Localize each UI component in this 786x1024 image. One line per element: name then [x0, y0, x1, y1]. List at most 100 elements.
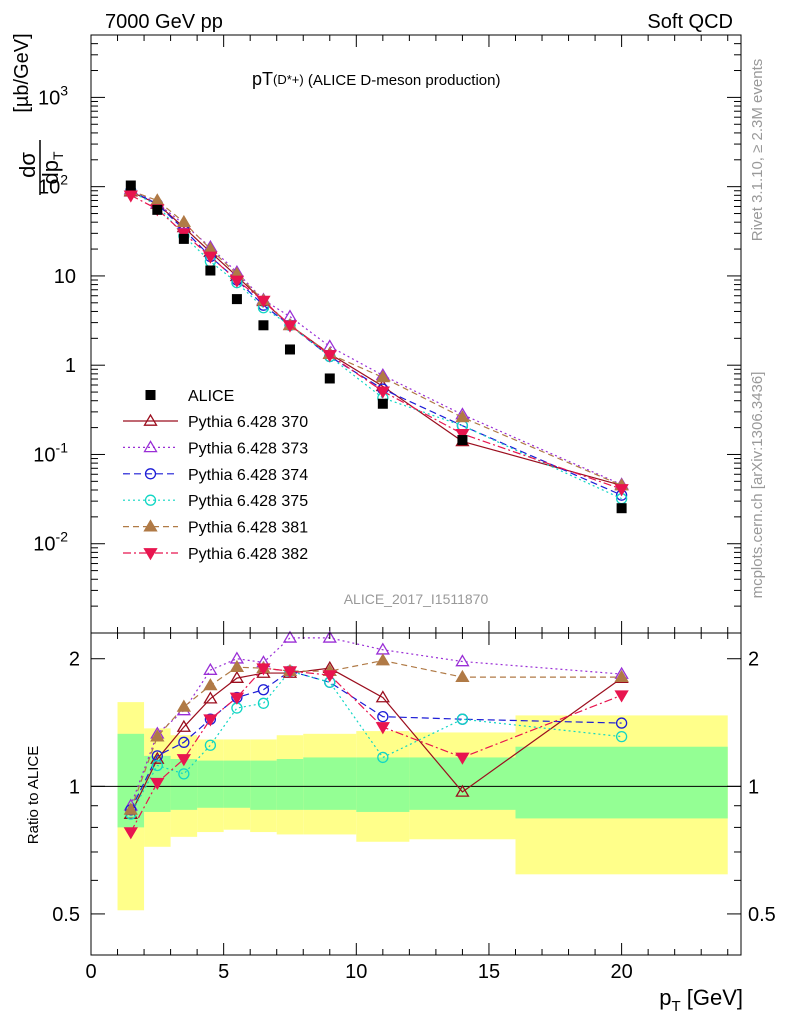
mc-point: [150, 777, 165, 790]
band-inner: [170, 759, 198, 810]
mc-point: [203, 691, 218, 704]
mc-point: [150, 751, 165, 764]
mc-point: [178, 768, 190, 780]
y-tick-label: 10: [54, 266, 76, 288]
mc-point: [256, 295, 271, 308]
uncertainty-bands: [117, 702, 728, 911]
data-point: [258, 320, 269, 331]
mc-point: [143, 519, 158, 532]
legend-label: Pythia 6.428 381: [188, 520, 308, 537]
x-tick-label: 5: [218, 961, 229, 983]
mc-point: [282, 630, 298, 643]
mc-point: [377, 711, 389, 723]
legend-label: ALICE: [188, 388, 234, 405]
rivet-label: Rivet 3.1.10, ≥ 2.3M events: [749, 59, 766, 242]
mc-point: [456, 713, 469, 725]
band-inner: [223, 760, 251, 808]
mc-point: [455, 654, 470, 667]
reference-label: ALICE_2017_I1511870: [344, 591, 489, 607]
mc-point: [178, 736, 190, 748]
data-point: [205, 265, 216, 276]
legend-label: Pythia 6.428 375: [188, 493, 308, 510]
mc-point: [282, 320, 298, 333]
mc-point: [322, 630, 337, 643]
ratio-y-tick-label: 1: [748, 776, 759, 798]
data-point: [284, 344, 295, 355]
mc-point: [375, 653, 390, 666]
mc-point: [455, 410, 470, 423]
plot-title-rest: (ALICE D-meson production): [304, 72, 501, 89]
data-point: [324, 373, 335, 384]
mc-point: [203, 251, 218, 264]
data-point: [377, 398, 388, 409]
y-tick-label: 103: [38, 82, 68, 109]
mc-point: [257, 684, 270, 696]
mc-point: [143, 413, 158, 426]
mc-point: [204, 739, 217, 751]
ratio-axis-ticks: 0 5 10 15 20 0.5 0.5 1 1 2 2: [52, 633, 776, 983]
mc-point: [614, 690, 629, 703]
mc-point: [150, 729, 165, 742]
legend-label: Pythia 6.428 382: [188, 546, 308, 563]
band-inner: [250, 760, 277, 810]
ratio-panel: 0 5 10 15 20 0.5 0.5 1 1 2 2 Ratio to ALICE: [25, 630, 776, 983]
main-series-group: [123, 180, 629, 514]
data-point: [145, 390, 156, 400]
mc-point: [375, 370, 390, 383]
mc-point: [455, 669, 470, 682]
data-point: [457, 435, 468, 446]
mc-point: [375, 386, 390, 399]
ratio-frame: [90, 632, 742, 956]
y-tick-label: 10-2: [33, 529, 68, 556]
ylabel-numerator: dσ: [15, 152, 40, 178]
mc-point: [256, 663, 271, 676]
y-tick-label: 10-1: [33, 439, 68, 466]
mc-point: [229, 670, 245, 683]
x-tick-label: 20: [610, 961, 632, 983]
mc-point: [455, 784, 470, 797]
band-inner: [515, 746, 728, 819]
mc-point: [143, 548, 158, 561]
ratio-series-group: [123, 630, 629, 840]
y-tick-label: 102: [38, 172, 68, 199]
mc-point: [322, 670, 337, 683]
ratio-line: [130, 670, 622, 811]
mc-point: [455, 752, 470, 765]
ratio-ylabel: Ratio to ALICE: [25, 746, 42, 844]
main-frame: [90, 34, 742, 634]
mc-point: [144, 468, 157, 480]
mc-point: [176, 719, 191, 732]
mc-point: [257, 697, 270, 709]
mc-point: [614, 669, 629, 682]
process-label: Soft QCD: [647, 11, 733, 33]
y-tick-label: 1: [65, 355, 76, 377]
x-tick-label: 0: [85, 961, 96, 983]
ratio-y-tick-label: 2: [748, 649, 759, 671]
ratio-y-tick-label: 0.5: [748, 904, 776, 926]
band-inner: [276, 759, 304, 810]
band-inner: [356, 757, 410, 812]
data-point: [125, 180, 136, 191]
mc-point: [203, 678, 218, 691]
mc-point: [150, 193, 165, 206]
series-line: [130, 194, 622, 490]
mc-point: [322, 350, 337, 363]
mc-point: [615, 730, 628, 743]
data-point: [616, 503, 627, 514]
mc-point: [176, 699, 191, 712]
ratio-y-tick-label: 2: [69, 649, 80, 671]
mc-point: [375, 722, 390, 735]
mc-point: [614, 484, 629, 497]
energy-label: 7000 GeV pp: [105, 11, 223, 33]
mc-point: [123, 802, 138, 815]
mc-point: [229, 659, 245, 673]
plot-title-main: pT: [252, 69, 273, 89]
mc-point: [229, 275, 245, 288]
main-axis-ticks: 10-2 10-1 1 10 102 103: [33, 34, 741, 634]
ylabel-units: [µb/GeV]: [11, 33, 33, 112]
ratio-y-tick-label: 1: [69, 776, 80, 798]
mc-point: [377, 751, 389, 764]
main-panel: 10-2 10-1 1 10 102 103 pT(D*+) (ALICE D-meson…: [33, 34, 742, 634]
mc-point: [615, 717, 628, 729]
